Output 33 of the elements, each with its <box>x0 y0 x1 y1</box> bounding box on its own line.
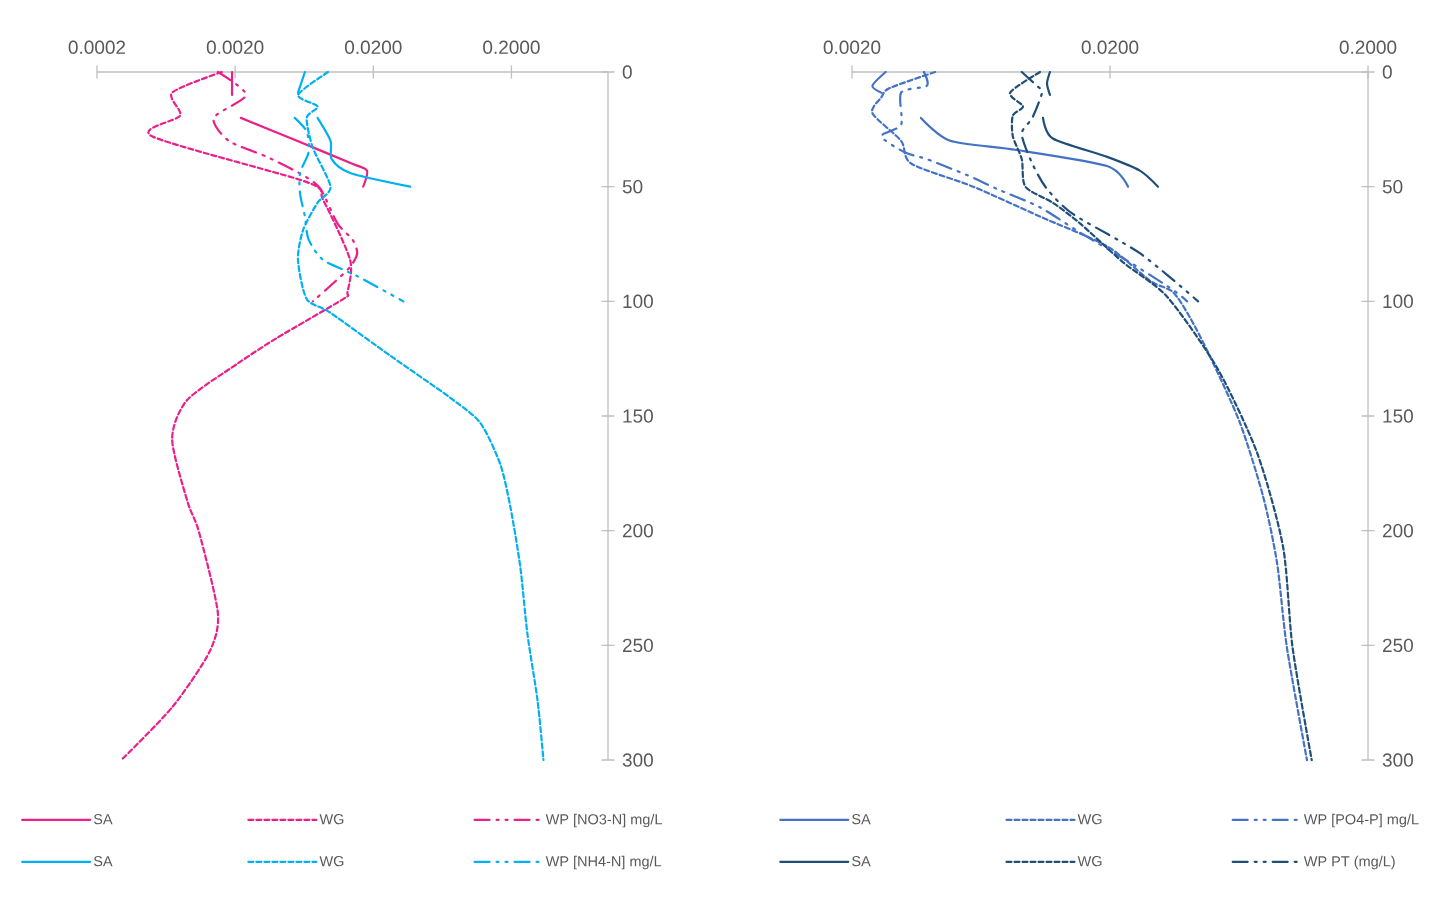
y-tick-label: 300 <box>1382 753 1413 767</box>
y-tick-label: 250 <box>622 638 653 653</box>
y-tick-label: 100 <box>623 294 653 309</box>
x-tick-label: 0.2000 <box>1339 40 1397 54</box>
y-tick-label: 0 <box>1382 65 1392 79</box>
legend-label: SA <box>93 856 113 867</box>
x-tick-label: 0.0200 <box>344 40 402 54</box>
legend-label: SA <box>852 856 871 867</box>
x-tick-label: 0.0002 <box>68 40 126 54</box>
x-tick-label: 0.2000 <box>483 40 540 54</box>
x-tick-label: 0.0200 <box>1081 40 1139 54</box>
y-tick-label: 50 <box>1382 179 1403 194</box>
legend-label: WP [PO4-P] mg/L <box>1303 813 1419 828</box>
legend-label: WG <box>1077 856 1102 867</box>
y-tick-label: 50 <box>622 179 643 194</box>
x-tick-label: 0.0020 <box>823 40 881 54</box>
y-tick-label: 0 <box>622 65 632 79</box>
legend-label: SA <box>93 814 113 825</box>
legend-label: WP [NH4-N] mg/L <box>545 855 662 870</box>
legend-label: WG <box>319 814 344 825</box>
y-tick-label: 300 <box>622 753 653 767</box>
y-tick-label: 150 <box>623 409 653 423</box>
y-tick-label: 200 <box>1382 523 1413 538</box>
legend-label: WG <box>1077 814 1102 825</box>
x-tick-label: 0.0020 <box>206 40 264 54</box>
y-tick-label: 250 <box>1382 638 1413 653</box>
legend-label: WP [NO3-N] mg/L <box>545 813 662 828</box>
legend-label: WG <box>319 856 344 867</box>
legend-label: SA <box>852 814 871 825</box>
y-tick-label: 150 <box>1383 409 1413 423</box>
y-tick-label: 100 <box>1383 294 1413 309</box>
y-tick-label: 200 <box>622 523 653 538</box>
legend-label: WP PT (mg/L) <box>1303 855 1395 870</box>
